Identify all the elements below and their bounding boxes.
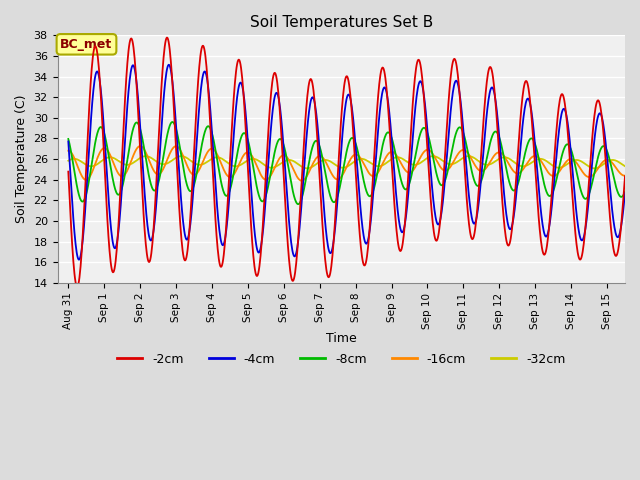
- Title: Soil Temperatures Set B: Soil Temperatures Set B: [250, 15, 433, 30]
- X-axis label: Time: Time: [326, 332, 356, 345]
- Text: BC_met: BC_met: [60, 38, 113, 51]
- Legend: -2cm, -4cm, -8cm, -16cm, -32cm: -2cm, -4cm, -8cm, -16cm, -32cm: [112, 348, 570, 371]
- Y-axis label: Soil Temperature (C): Soil Temperature (C): [15, 95, 28, 223]
